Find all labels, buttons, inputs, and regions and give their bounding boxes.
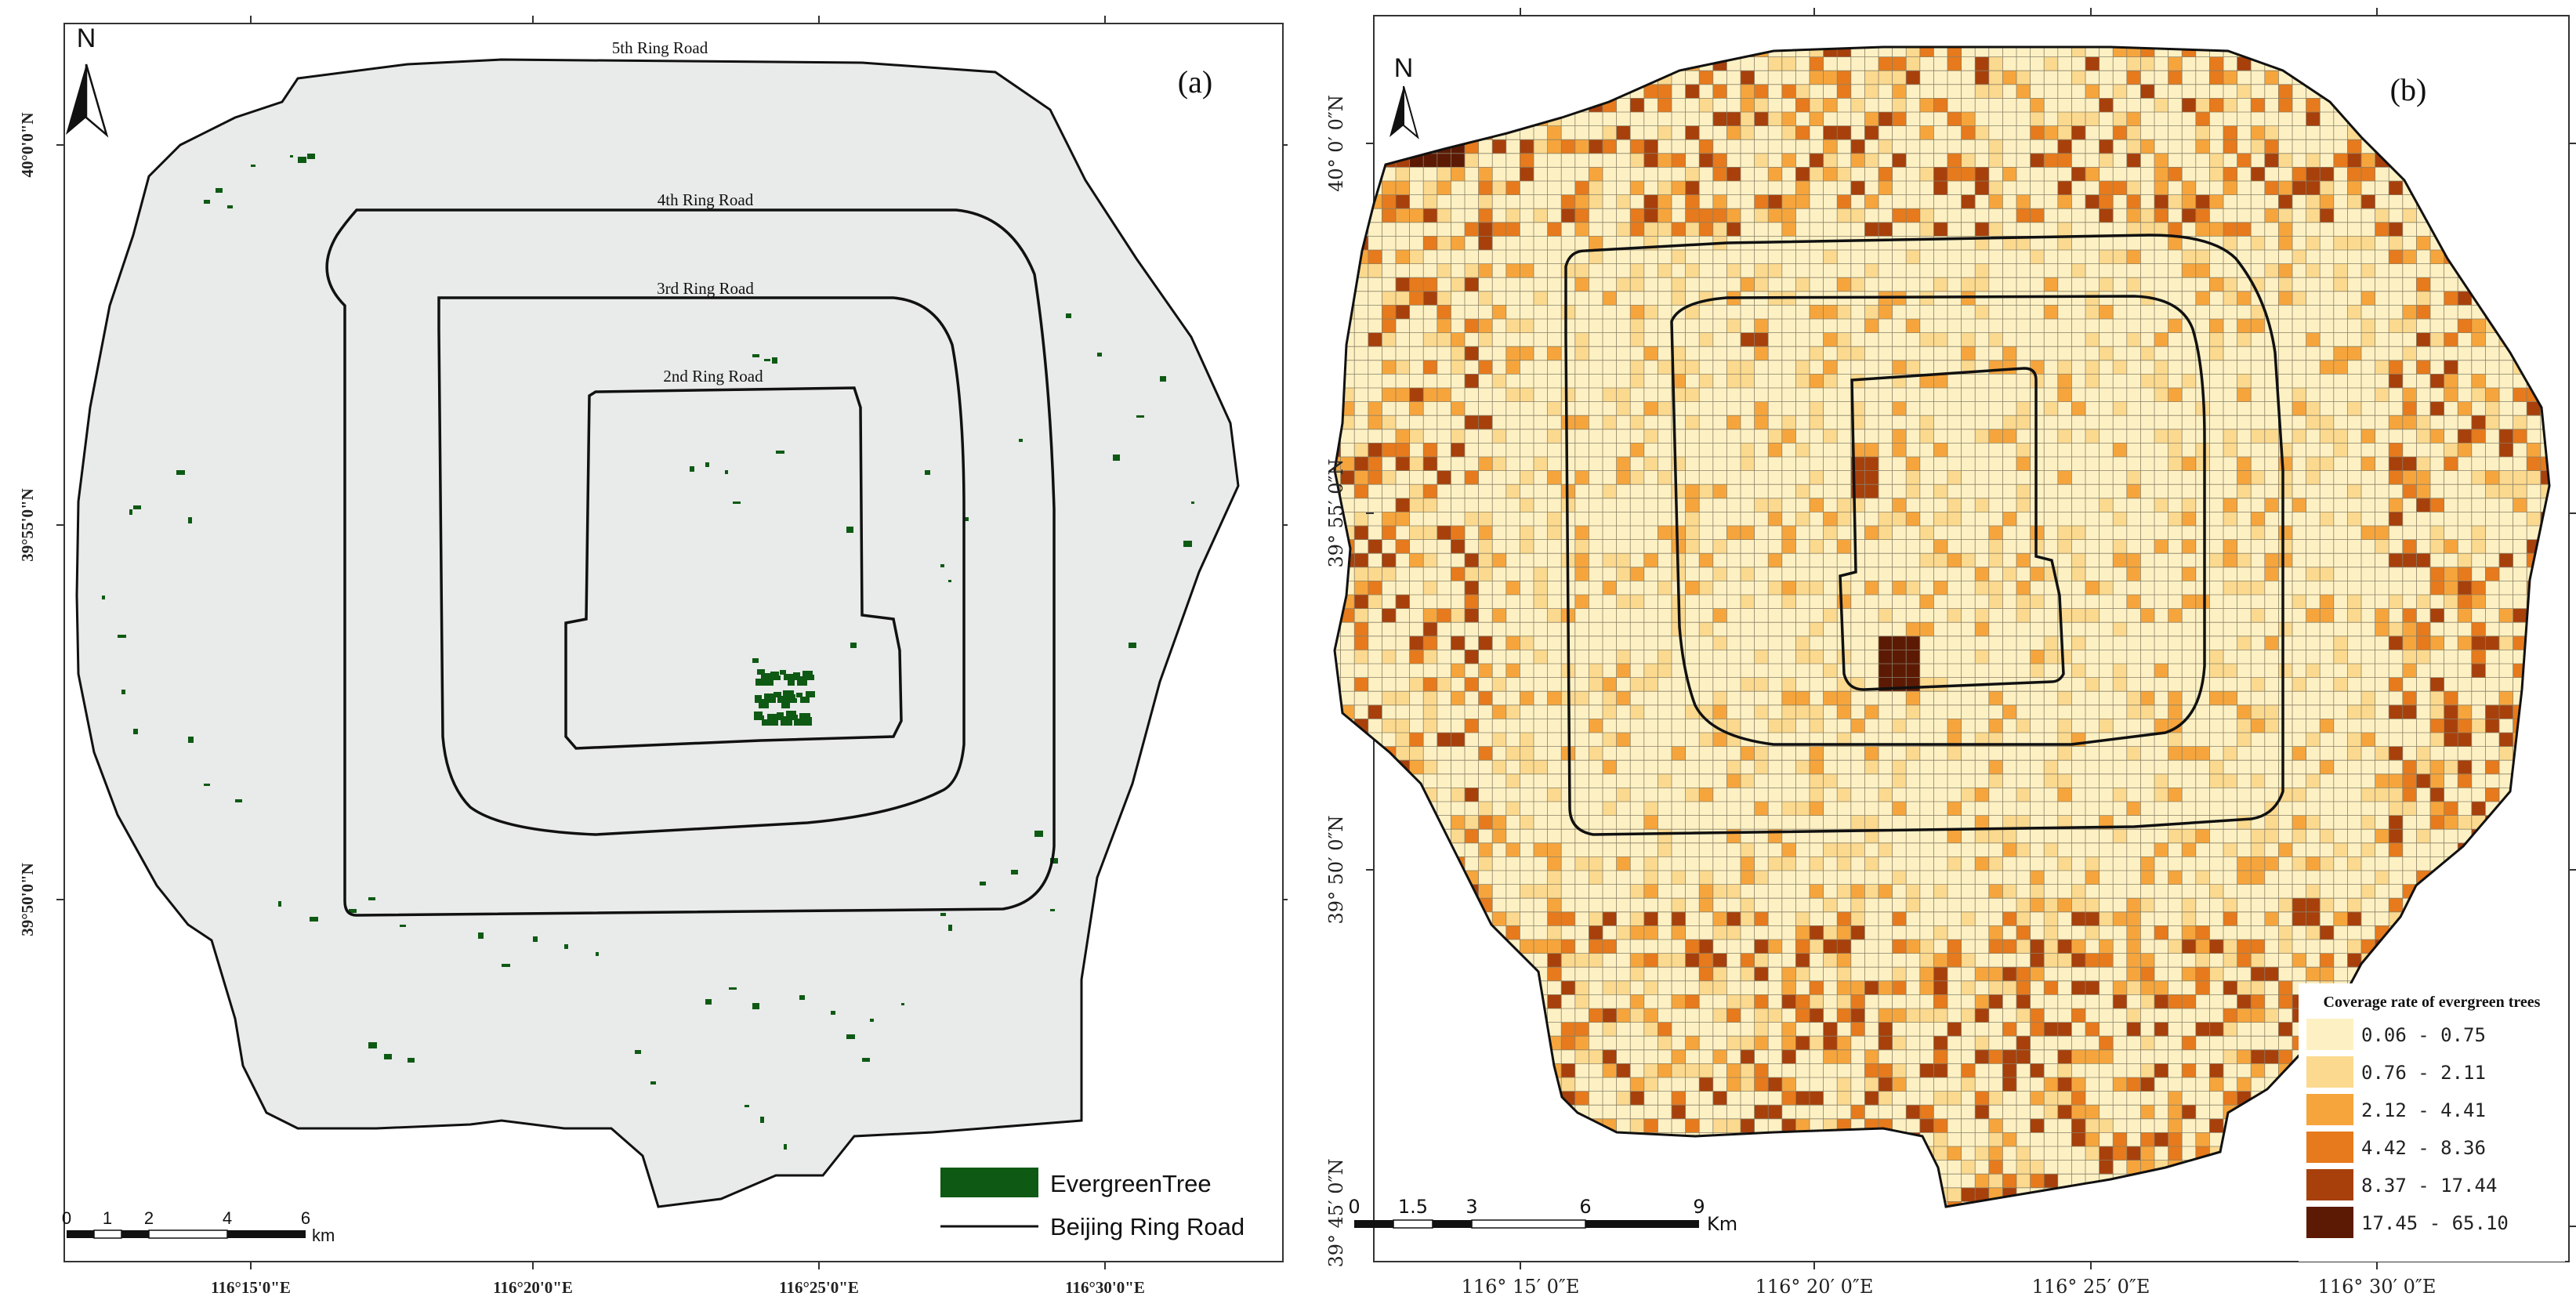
north-label: N — [77, 24, 96, 53]
lon-tick-label: 116°15'0"E — [211, 1278, 291, 1297]
ring3-road-b — [1670, 295, 2206, 746]
legend-evergreen-swatch — [940, 1168, 1038, 1197]
lon-tick-label-b: 116° 25′ 0″E — [2032, 1276, 2150, 1298]
scale-bar-b: 0 1.5 3 6 9 Km — [1348, 1196, 1737, 1235]
lon-tick-label-b: 116° 20′ 0″E — [1755, 1276, 1874, 1298]
legend-evergreen-label: EvergreenTree — [1050, 1170, 1212, 1197]
ring4-road — [325, 208, 1056, 917]
legend-class-label: 2.12 - 4.41 — [2361, 1099, 2486, 1121]
lat-tick-label: 39°55'0"N — [18, 488, 37, 562]
legend-class-swatch — [2306, 1056, 2353, 1088]
ring5-label: 5th Ring Road — [612, 38, 708, 57]
lon-tick-label-b: 116° 15′ 0″E — [1462, 1276, 1580, 1298]
legend-class-label: 4.42 - 8.36 — [2361, 1137, 2486, 1159]
panel-a-legend: EvergreenTree Beijing Ring Road — [940, 1168, 1245, 1240]
ring2-label: 2nd Ring Road — [663, 367, 763, 386]
north-arrow-icon: N — [66, 24, 109, 138]
ring5-boundary — [75, 58, 1240, 1208]
legend-class-swatch — [2306, 1132, 2353, 1163]
lon-tick-label: 116°25'0"E — [779, 1278, 859, 1297]
panel-a-label: (a) — [1178, 64, 1212, 100]
scale-tick: 4 — [223, 1208, 232, 1228]
lat-tick-label-b: 39° 45′ 0″N — [1325, 1158, 1347, 1267]
scale-tick: 6 — [301, 1208, 310, 1228]
ring2-road-b — [1839, 367, 2065, 691]
legend-class-swatch — [2306, 1169, 2353, 1200]
legend-title: Coverage rate of evergreen trees — [2324, 994, 2541, 1011]
scale-tick: 0 — [62, 1208, 71, 1228]
ring3-label: 3rd Ring Road — [657, 279, 754, 298]
north-label-b: N — [1394, 53, 1414, 83]
lat-tick-label-b: 40° 0′ 0″N — [1325, 95, 1347, 192]
legend-class-swatch — [2306, 1094, 2353, 1125]
scale-tick-b: 0 — [1348, 1196, 1360, 1218]
lat-tick-label-b: 39° 50′ 0″N — [1325, 815, 1347, 924]
panel-b-label: (b) — [2390, 72, 2427, 107]
legend-class-label: 17.45 - 65.10 — [2361, 1212, 2509, 1234]
ring2-road — [564, 386, 903, 750]
lon-tick-label-b: 116° 30′ 0″E — [2318, 1276, 2437, 1298]
ring3-road — [437, 296, 966, 836]
lon-tick-label: 116°20'0"E — [493, 1278, 573, 1297]
ring4-road-b — [1564, 234, 2284, 836]
legend-class-swatch — [2306, 1207, 2353, 1238]
lat-tick-label: 39°50'0"N — [18, 863, 37, 936]
panel-b-coverage-grid-map: (b) N 40° 0′ 0″N 39° 55′ 0″N 39° — [1288, 0, 2576, 1300]
legend-class-label: 8.37 - 17.44 — [2361, 1175, 2497, 1197]
ring4-label: 4th Ring Road — [658, 190, 754, 209]
scale-tick: 2 — [144, 1208, 154, 1228]
scale-tick-b: 9 — [1693, 1196, 1705, 1218]
panel-b-svg: (b) N 40° 0′ 0″N 39° 55′ 0″N 39° — [1325, 8, 2576, 1298]
lon-tick-label: 116°30'0"E — [1065, 1278, 1145, 1297]
scale-tick: 1 — [103, 1208, 112, 1228]
scale-unit-b: Km — [1707, 1213, 1737, 1235]
panel-a-svg: 5th Ring Road 4th Ring Road 3rd Ring Roa… — [18, 16, 1288, 1297]
lat-tick-label: 40°0'0"N — [18, 112, 37, 177]
legend-class-swatch — [2306, 1019, 2353, 1050]
evergreen-patches — [102, 154, 1194, 1150]
scale-tick-b: 6 — [1579, 1196, 1591, 1218]
scale-tick-b: 3 — [1466, 1196, 1477, 1218]
panel-a-evergreen-map: 5th Ring Road 4th Ring Road 3rd Ring Roa… — [18, 16, 1288, 1297]
scale-unit: km — [312, 1226, 335, 1245]
north-arrow-icon: N — [1389, 53, 1419, 139]
legend-ring-label: Beijing Ring Road — [1050, 1213, 1245, 1240]
lat-tick-label-b: 39° 55′ 0″N — [1325, 458, 1347, 567]
scale-bar: 0 1 2 4 6 km — [62, 1208, 335, 1245]
panel-b-legend: Coverage rate of evergreen trees 0.06 - … — [2299, 983, 2565, 1262]
legend-class-label: 0.06 - 0.75 — [2361, 1024, 2486, 1046]
scale-tick-b: 1.5 — [1398, 1196, 1428, 1218]
legend-class-label: 0.76 - 2.11 — [2361, 1062, 2486, 1084]
